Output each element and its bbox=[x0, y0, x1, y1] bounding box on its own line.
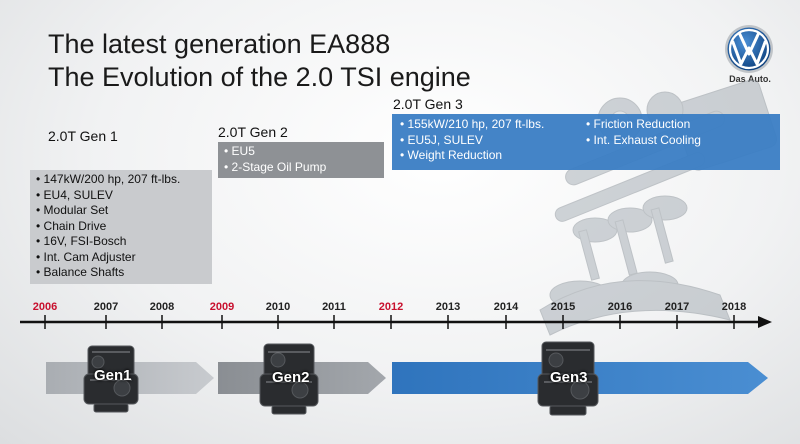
gen1-label: Gen1 bbox=[94, 367, 132, 384]
gen3-features-box: 155kW/210 hp, 207 ft-lbs. EU5J, SULEV We… bbox=[392, 114, 780, 170]
gen3-feature: Friction Reduction bbox=[586, 117, 701, 133]
year-label: 2014 bbox=[493, 301, 519, 313]
year-label: 2007 bbox=[93, 301, 119, 313]
year-label: 2017 bbox=[664, 301, 690, 313]
gen1-engine-icon bbox=[83, 345, 139, 413]
timeline-arrow-icon bbox=[758, 316, 772, 328]
year-label: 2009 bbox=[209, 301, 235, 313]
year-label: 2011 bbox=[322, 301, 346, 313]
year-label: 2012 bbox=[378, 301, 404, 313]
year-label: 2010 bbox=[265, 301, 291, 313]
year-label: 2015 bbox=[550, 301, 576, 313]
gen1-feature: 147kW/200 hp, 207 ft-lbs. bbox=[36, 172, 206, 188]
year-label: 2006 bbox=[32, 301, 58, 313]
gen1-feature: Modular Set bbox=[36, 203, 206, 219]
gen2-features-box: EU5 2-Stage Oil Pump bbox=[218, 142, 384, 178]
gen3-engine-icon bbox=[537, 341, 599, 416]
gen2-feature: 2-Stage Oil Pump bbox=[224, 160, 378, 176]
gen1-features-box: 147kW/200 hp, 207 ft-lbs. EU4, SULEV Mod… bbox=[30, 170, 212, 284]
gen1-feature: Int. Cam Adjuster bbox=[36, 250, 206, 266]
gen3-feature: 155kW/210 hp, 207 ft-lbs. bbox=[400, 117, 586, 133]
year-label: 2018 bbox=[721, 301, 747, 313]
gen2-label: Gen2 bbox=[272, 369, 310, 386]
gen1-feature: Chain Drive bbox=[36, 219, 206, 235]
gen1-feature: Balance Shafts bbox=[36, 265, 206, 281]
year-label: 2013 bbox=[435, 301, 461, 313]
gen3-feature: Weight Reduction bbox=[400, 148, 586, 164]
gen3-feature: EU5J, SULEV bbox=[400, 133, 586, 149]
year-label: 2016 bbox=[607, 301, 633, 313]
title-line-2: The Evolution of the 2.0 TSI engine bbox=[48, 62, 471, 92]
timeline-axis bbox=[20, 315, 772, 329]
vw-logo-icon bbox=[725, 25, 773, 73]
gen1-heading: 2.0T Gen 1 bbox=[48, 128, 118, 144]
gen3-feature: Int. Exhaust Cooling bbox=[586, 133, 701, 149]
year-label: 2008 bbox=[149, 301, 175, 313]
slide-title: The latest generation EA888 The Evolutio… bbox=[48, 28, 471, 94]
gen2-engine-icon bbox=[259, 343, 319, 415]
gen2-feature: EU5 bbox=[224, 144, 378, 160]
brand-tagline: Das Auto. bbox=[729, 74, 771, 84]
gen3-label: Gen3 bbox=[550, 369, 588, 386]
title-line-1: The latest generation EA888 bbox=[48, 29, 391, 59]
gen1-feature: 16V, FSI-Bosch bbox=[36, 234, 206, 250]
gen2-heading: 2.0T Gen 2 bbox=[218, 124, 288, 140]
gen3-heading: 2.0T Gen 3 bbox=[393, 96, 463, 112]
gen1-feature: EU4, SULEV bbox=[36, 188, 206, 204]
